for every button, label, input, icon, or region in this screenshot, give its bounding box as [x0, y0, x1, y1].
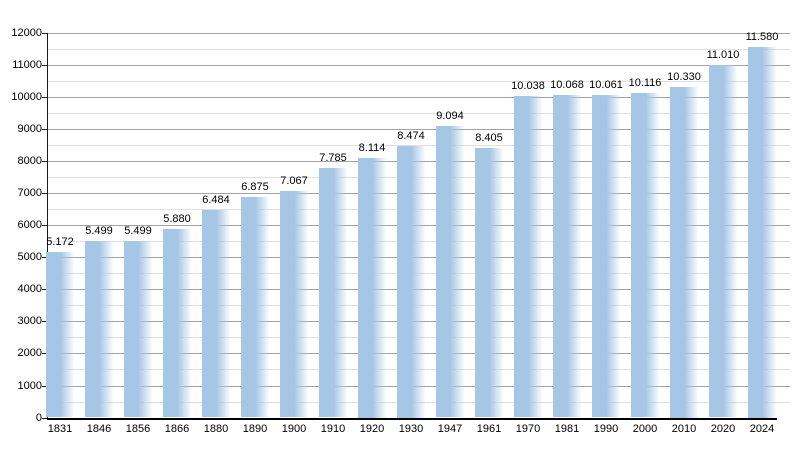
y-axis-tick-mark: [42, 225, 47, 227]
bar-2024: [748, 46, 776, 418]
bar-value-label: 8.114: [358, 141, 386, 154]
y-axis-tick-mark: [42, 129, 47, 131]
bar-1846: [85, 241, 113, 418]
bar-value-label: 11.580: [745, 30, 779, 43]
bar-1890: [241, 197, 269, 418]
y-axis-tick-mark: [42, 193, 47, 195]
x-axis-tick-label: 1970: [515, 423, 541, 435]
x-axis-tick-label: 2020: [710, 423, 736, 435]
x-axis-line: [47, 417, 777, 420]
bar-2010: [670, 86, 698, 418]
y-axis-tick-label: 10000: [11, 91, 42, 104]
bar-value-label: 6.484: [202, 193, 230, 206]
y-axis-tick-mark: [42, 65, 47, 66]
bar-value-label: 10.061: [589, 79, 623, 92]
x-axis-tick-label: 1831: [47, 423, 73, 435]
bar-value-label: 5.499: [85, 225, 113, 238]
gridline-minor: [47, 81, 790, 83]
x-axis-tick-label: 1890: [242, 423, 268, 435]
y-axis-tick-label: 3000: [17, 315, 42, 328]
y-axis-tick-label: 9000: [17, 123, 42, 136]
bar-1900: [280, 191, 308, 418]
bar-1981: [553, 94, 581, 418]
bar-1866: [163, 229, 191, 418]
y-axis-tick-mark: [42, 417, 47, 419]
x-axis-tick-label: 1981: [554, 423, 580, 435]
bar-1990: [592, 95, 620, 418]
gridline-major: [47, 33, 790, 34]
x-axis-tick-label: 2024: [749, 423, 775, 435]
bar-value-label: 7.785: [319, 152, 347, 165]
y-axis-tick-mark: [42, 353, 47, 355]
bar-2020: [709, 64, 737, 418]
y-axis-tick-label: 11000: [12, 59, 42, 71]
x-axis-tick-label: 1961: [476, 423, 502, 435]
bar-value-label: 11.010: [706, 48, 740, 61]
bar-value-label: 8.405: [475, 132, 503, 145]
x-axis-tick-label: 2010: [671, 423, 697, 435]
y-axis-tick-mark: [42, 97, 47, 99]
bar-value-label: 7.067: [280, 175, 308, 188]
y-axis-tick-mark: [42, 33, 47, 34]
bar-value-label: 10.038: [511, 79, 545, 92]
bar-value-label: 5.499: [124, 225, 152, 238]
bar-2000: [631, 93, 659, 418]
bar-1910: [319, 168, 347, 418]
y-axis-line: [47, 33, 48, 419]
y-axis-tick-label: 5000: [17, 251, 42, 264]
bar-value-label: 10.330: [667, 70, 701, 83]
x-axis-tick-label: 1846: [86, 423, 112, 435]
y-axis-tick-label: 8000: [17, 155, 42, 168]
x-axis-tick-label: 1900: [281, 423, 307, 435]
y-axis-tick-label: 7000: [17, 187, 42, 200]
gridline-minor: [47, 49, 790, 50]
y-axis-tick-label: 4000: [17, 283, 42, 296]
x-axis-tick-label: 1920: [359, 423, 385, 435]
bar-value-label: 10.116: [628, 77, 662, 90]
gridline-major: [47, 129, 790, 131]
bar-1856: [124, 241, 152, 418]
gridline-major: [47, 97, 790, 99]
y-axis-tick-mark: [42, 161, 47, 163]
x-axis-tick-label: 1880: [203, 423, 229, 435]
y-axis-tick-mark: [42, 321, 47, 323]
bar-value-label: 5.880: [163, 213, 191, 226]
gridline-minor: [47, 145, 790, 147]
bar-1947: [436, 126, 464, 418]
x-axis-tick-label: 2000: [632, 423, 658, 435]
y-axis-tick-label: 0: [35, 411, 42, 424]
bar-value-label: 8.474: [397, 130, 425, 142]
gridline-major: [47, 65, 790, 66]
x-axis-tick-label: 1856: [125, 423, 151, 435]
x-axis-tick-label: 1866: [164, 423, 190, 435]
y-axis-tick-label: 2000: [17, 347, 42, 360]
x-axis-tick-label: 1990: [593, 423, 619, 435]
bar-value-label: 10.068: [550, 78, 584, 91]
y-axis-tick-mark: [42, 385, 47, 387]
bar-1961: [475, 148, 503, 418]
bar-value-label: 9.094: [436, 110, 464, 123]
bar-1831: [46, 251, 74, 418]
y-axis-tick-mark: [42, 257, 47, 259]
y-axis-tick-label: 12000: [11, 27, 42, 39]
x-axis-tick-label: 1947: [437, 423, 463, 435]
bar-1930: [397, 146, 425, 418]
x-axis-tick-label: 1930: [398, 423, 424, 435]
gridline-minor: [47, 113, 790, 115]
bar-value-label: 6.875: [241, 181, 269, 194]
bar-value-label: 5.172: [46, 235, 74, 248]
y-axis-tick-label: 6000: [17, 219, 42, 232]
y-axis-tick-label: 1000: [17, 379, 42, 392]
bar-1970: [514, 95, 542, 418]
y-axis-tick-mark: [42, 289, 47, 291]
bar-1880: [202, 209, 230, 418]
bar-1920: [358, 157, 386, 418]
x-axis-tick-label: 1910: [320, 423, 346, 435]
